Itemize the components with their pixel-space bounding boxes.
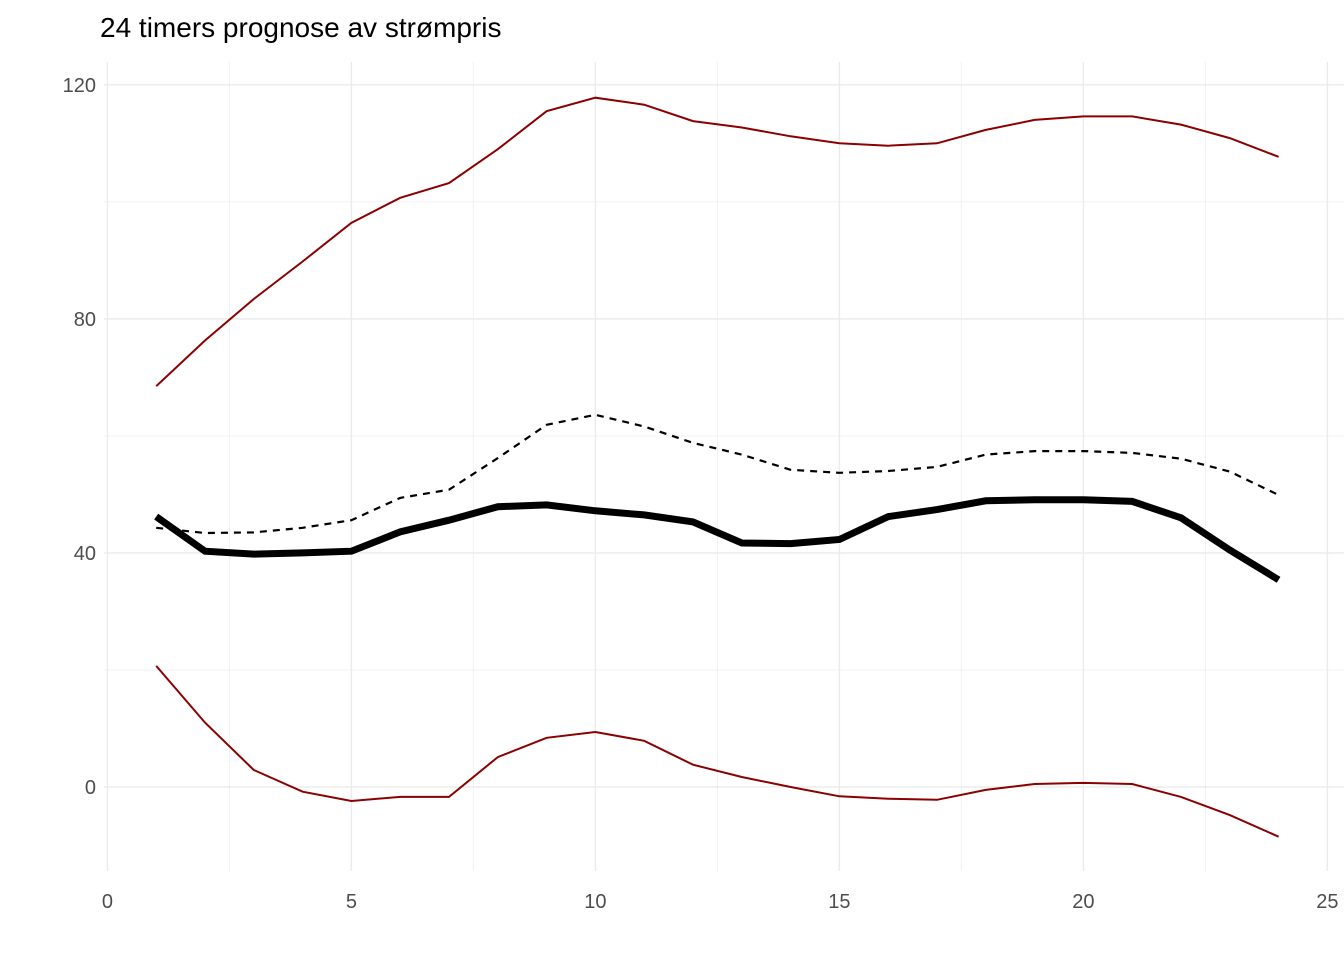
series-mean-forecast-dashed	[156, 413, 1280, 535]
x-axis-tick-label: 5	[346, 891, 357, 913]
y-axis-tick-label: 0	[85, 777, 96, 799]
series-lines	[154, 96, 1281, 838]
x-axis-tick-label: 0	[102, 891, 113, 913]
grid-minor-lines	[104, 62, 1344, 871]
y-axis-tick-labels: 0 40 80 120	[63, 75, 96, 799]
series-upper-interval	[155, 96, 1279, 387]
y-axis-tick-label: 40	[74, 543, 96, 565]
x-axis-tick-label: 20	[1072, 891, 1094, 913]
x-axis-tick-label: 15	[828, 891, 850, 913]
x-axis-tick-labels: 0 5 10 15 20 25	[102, 891, 1339, 913]
series-median-forecast-thick	[154, 496, 1281, 583]
x-axis-tick-label: 25	[1316, 891, 1338, 913]
y-axis-tick-label: 120	[63, 75, 96, 97]
page-title: 24 timers prognose av strømpris	[100, 12, 502, 43]
grid-major-lines	[104, 62, 1344, 871]
x-axis-tick-label: 10	[584, 891, 606, 913]
y-axis-tick-label: 80	[74, 309, 96, 331]
series-lower-interval	[155, 665, 1280, 838]
